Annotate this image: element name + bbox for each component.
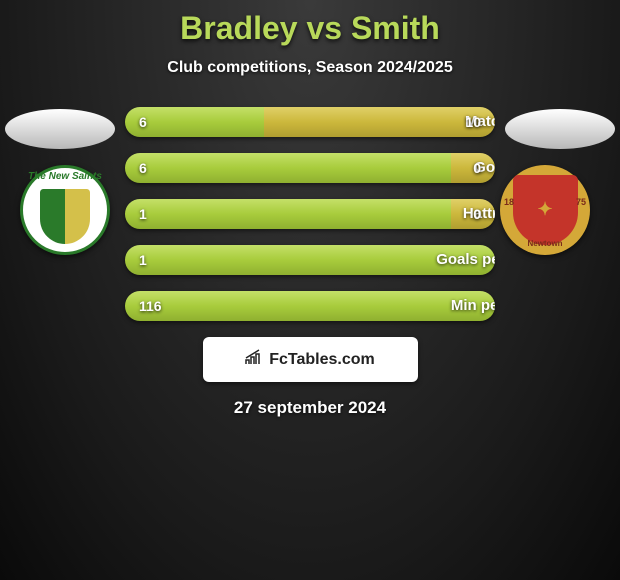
stat-label: Hattricks: [310, 199, 495, 229]
page-subtitle: Club competitions, Season 2024/2025: [0, 59, 620, 77]
stat-label: Goals per match: [310, 245, 495, 275]
stat-row-goals: 6 Goals 0: [125, 153, 495, 183]
chart-icon: [245, 349, 265, 370]
stat-label: Min per goal: [310, 291, 495, 321]
stat-left-value: 116: [139, 291, 162, 321]
stat-row-goals-per-match: 1 Goals per match: [125, 245, 495, 275]
crest-left-text: The New Saints: [15, 171, 115, 183]
stats-bars: 6 Matches 10 6 Goals 0 1 Hattricks 0: [125, 107, 495, 321]
stat-left-value: 6: [139, 107, 147, 137]
stat-right-value: 0: [473, 153, 481, 183]
brand-text: FcTables.com: [269, 351, 375, 369]
stat-right-value: 0: [473, 199, 481, 229]
stat-left-value: 1: [139, 245, 147, 275]
stat-right-value: 10: [465, 107, 481, 137]
crest-right-label: Newtown: [500, 239, 590, 249]
stat-row-min-per-goal: 116 Min per goal: [125, 291, 495, 321]
stats-area: The New Saints 18 75 ✦ Newtown 6 Matches…: [0, 107, 620, 321]
stat-row-matches: 6 Matches 10: [125, 107, 495, 137]
stat-left-value: 6: [139, 153, 147, 183]
crest-right-year-right: 75: [576, 197, 586, 208]
player-right-oval: [505, 109, 615, 149]
brand-badge: FcTables.com: [203, 337, 418, 382]
stat-row-hattricks: 1 Hattricks 0: [125, 199, 495, 229]
shield-icon: [40, 189, 90, 244]
stat-label: Goals: [310, 153, 495, 183]
comparison-infographic: Bradley vs Smith Club competitions, Seas…: [0, 0, 620, 418]
player-left-oval: [5, 109, 115, 149]
date-text: 27 september 2024: [0, 398, 620, 418]
dragon-icon: ✦: [513, 175, 578, 245]
player-right-crest: 18 75 ✦ Newtown: [500, 165, 600, 255]
crest-right-year-left: 18: [504, 197, 514, 208]
player-left-crest: The New Saints: [20, 165, 120, 255]
stat-left-value: 1: [139, 199, 147, 229]
page-title: Bradley vs Smith: [0, 10, 620, 47]
